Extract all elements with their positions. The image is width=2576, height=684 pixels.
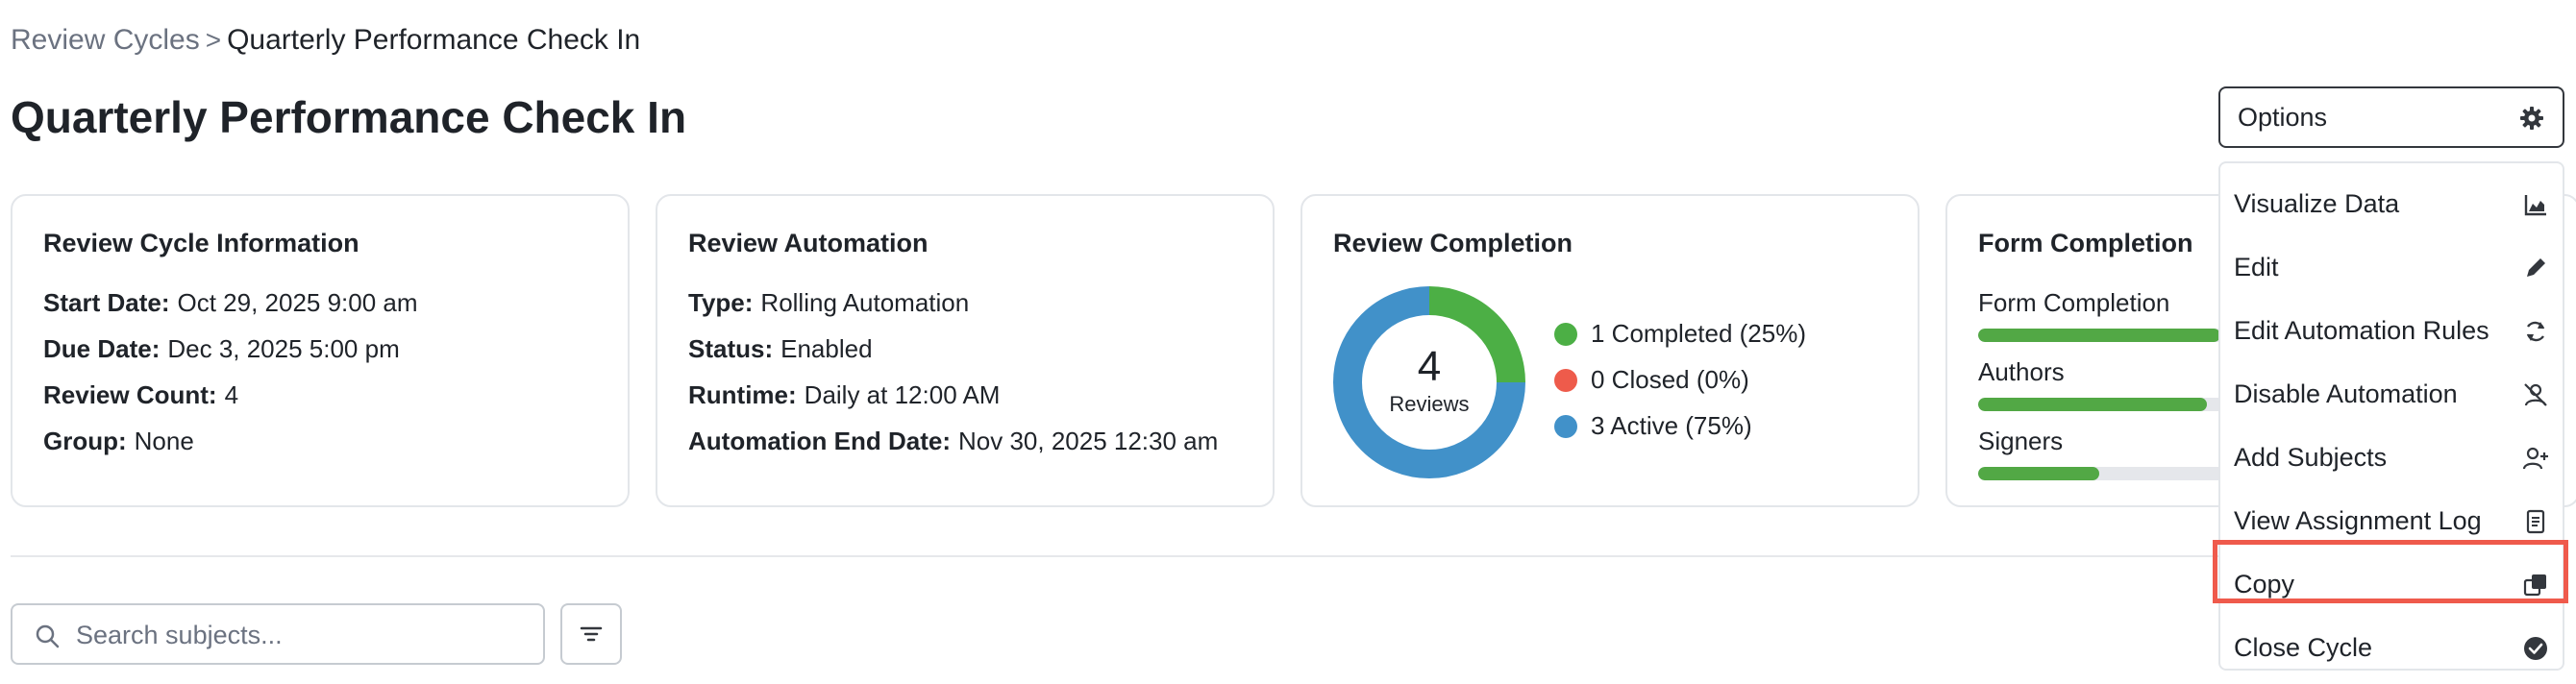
filter-button[interactable] xyxy=(560,603,622,665)
options-button[interactable]: Options xyxy=(2218,86,2564,148)
legend-label: 3 Active (75%) xyxy=(1591,411,1752,440)
menu-item-label: Edit Automation Rules xyxy=(2234,316,2489,345)
menu-item-label: Add Subjects xyxy=(2234,443,2388,472)
authors-progress xyxy=(1978,398,2247,411)
field-value: 4 xyxy=(224,380,239,409)
legend-closed: 0 Closed (0%) xyxy=(1554,365,1749,395)
field-label: Automation End Date: xyxy=(688,427,951,455)
automation-runtime-row: Runtime: Daily at 12:00 AM xyxy=(688,380,1000,410)
menu-item-disable-automation[interactable]: Disable Automation xyxy=(2220,365,2563,425)
menu-item-label: Disable Automation xyxy=(2234,379,2458,408)
card-title: Form Completion xyxy=(1978,229,2193,257)
menu-item-copy[interactable]: Copy xyxy=(2220,555,2563,615)
search-box xyxy=(11,603,545,665)
legend-completed: 1 Completed (25%) xyxy=(1554,319,1806,349)
menu-item-view-assignment-log[interactable]: View Assignment Log xyxy=(2220,492,2563,551)
card-title: Review Completion xyxy=(1333,229,1573,257)
review-completion-card: Review Completion 4 Reviews 1 Completed … xyxy=(1300,194,1920,507)
pencil-icon xyxy=(2527,258,2545,277)
group-row: Group: None xyxy=(43,427,194,456)
menu-item-visualize-data[interactable]: Visualize Data xyxy=(2220,175,2563,234)
automation-status-row: Status: Enabled xyxy=(688,334,873,364)
refresh-icon xyxy=(2526,321,2545,342)
field-label: Start Date: xyxy=(43,288,170,317)
card-title: Review Automation xyxy=(688,229,929,257)
reviews-donut-chart: 4 Reviews xyxy=(1333,286,1525,478)
field-label: Status: xyxy=(688,334,774,363)
breadcrumb: Review Cycles > Quarterly Performance Chec… xyxy=(11,19,640,61)
section-divider xyxy=(11,555,2567,557)
field-value: Dec 3, 2025 5:00 pm xyxy=(167,334,400,363)
legend-dot xyxy=(1554,369,1577,392)
progress-fill xyxy=(1978,329,2220,342)
start-date-row: Start Date: Oct 29, 2025 9:00 am xyxy=(43,288,418,318)
authors-label: Authors xyxy=(1978,357,2065,386)
options-label: Options xyxy=(2238,103,2328,132)
legend-dot xyxy=(1554,323,1577,346)
due-date-row: Due Date: Dec 3, 2025 5:00 pm xyxy=(43,334,400,364)
field-label: Due Date: xyxy=(43,334,161,363)
field-value: Oct 29, 2025 9:00 am xyxy=(177,288,418,317)
donut-svg xyxy=(1333,286,1525,478)
area-chart-icon xyxy=(2524,195,2546,216)
review-automation-card: Review Automation Type: Rolling Automatio… xyxy=(656,194,1275,507)
user-plus-icon xyxy=(2522,447,2548,470)
menu-item-add-subjects[interactable]: Add Subjects xyxy=(2220,428,2563,488)
menu-item-label: Visualize Data xyxy=(2234,189,2400,218)
field-value: Daily at 12:00 AM xyxy=(804,380,1001,409)
user-off-icon xyxy=(2524,383,2547,406)
check-circle-icon xyxy=(2524,637,2547,660)
donut-total: 4 xyxy=(1417,343,1442,390)
filter-icon xyxy=(580,626,603,642)
menu-item-edit-automation-rules[interactable]: Edit Automation Rules xyxy=(2220,302,2563,361)
page-title: Quarterly Performance Check In xyxy=(11,92,687,142)
search-icon xyxy=(36,624,60,648)
automation-type-row: Type: Rolling Automation xyxy=(688,288,969,318)
form-completion-progress xyxy=(1978,329,2247,342)
field-value: Nov 30, 2025 12:30 am xyxy=(958,427,1219,455)
card-title: Review Cycle Information xyxy=(43,229,359,257)
search-input[interactable] xyxy=(74,613,530,657)
legend-label: 0 Closed (0%) xyxy=(1591,365,1749,394)
field-label: Group: xyxy=(43,427,127,455)
field-value: Rolling Automation xyxy=(760,288,970,317)
menu-item-close-cycle[interactable]: Close Cycle xyxy=(2220,619,2563,678)
field-label: Review Count: xyxy=(43,380,217,409)
breadcrumb-current: Quarterly Performance Check In xyxy=(227,24,641,56)
legend-dot xyxy=(1554,415,1577,438)
menu-item-edit[interactable]: Edit xyxy=(2220,238,2563,298)
signers-label: Signers xyxy=(1978,427,2064,455)
menu-item-label: Copy xyxy=(2234,570,2295,598)
field-value: None xyxy=(134,427,194,455)
form-completion-label: Form Completion xyxy=(1978,288,2170,317)
breadcrumb-link-review-cycles[interactable]: Review Cycles xyxy=(11,24,200,56)
donut-total-label: Reviews xyxy=(1389,392,1470,416)
copy-icon xyxy=(2523,574,2546,597)
field-label: Runtime: xyxy=(688,380,797,409)
progress-fill xyxy=(1978,398,2207,411)
gear-icon xyxy=(2520,107,2543,130)
automation-end-date-row: Automation End Date: Nov 30, 2025 12:30 a… xyxy=(688,427,1218,456)
options-menu: Visualize Data Edit Edit Automation Rule… xyxy=(2218,161,2564,671)
field-label: Type: xyxy=(688,288,754,317)
chevron-right-icon: > xyxy=(205,25,222,55)
legend-label: 1 Completed (25%) xyxy=(1591,319,1806,348)
menu-item-label: View Assignment Log xyxy=(2234,506,2482,535)
review-count-row: Review Count: 4 xyxy=(43,380,238,410)
menu-item-label: Close Cycle xyxy=(2234,633,2373,662)
menu-item-label: Edit xyxy=(2234,253,2279,281)
legend-active: 3 Active (75%) xyxy=(1554,411,1752,441)
signers-progress xyxy=(1978,467,2247,480)
field-value: Enabled xyxy=(780,334,873,363)
review-cycle-info-card: Review Cycle Information Start Date: Oct … xyxy=(11,194,630,507)
donut-segment xyxy=(1333,286,1525,478)
progress-fill xyxy=(1978,467,2099,480)
document-icon xyxy=(2526,509,2545,534)
